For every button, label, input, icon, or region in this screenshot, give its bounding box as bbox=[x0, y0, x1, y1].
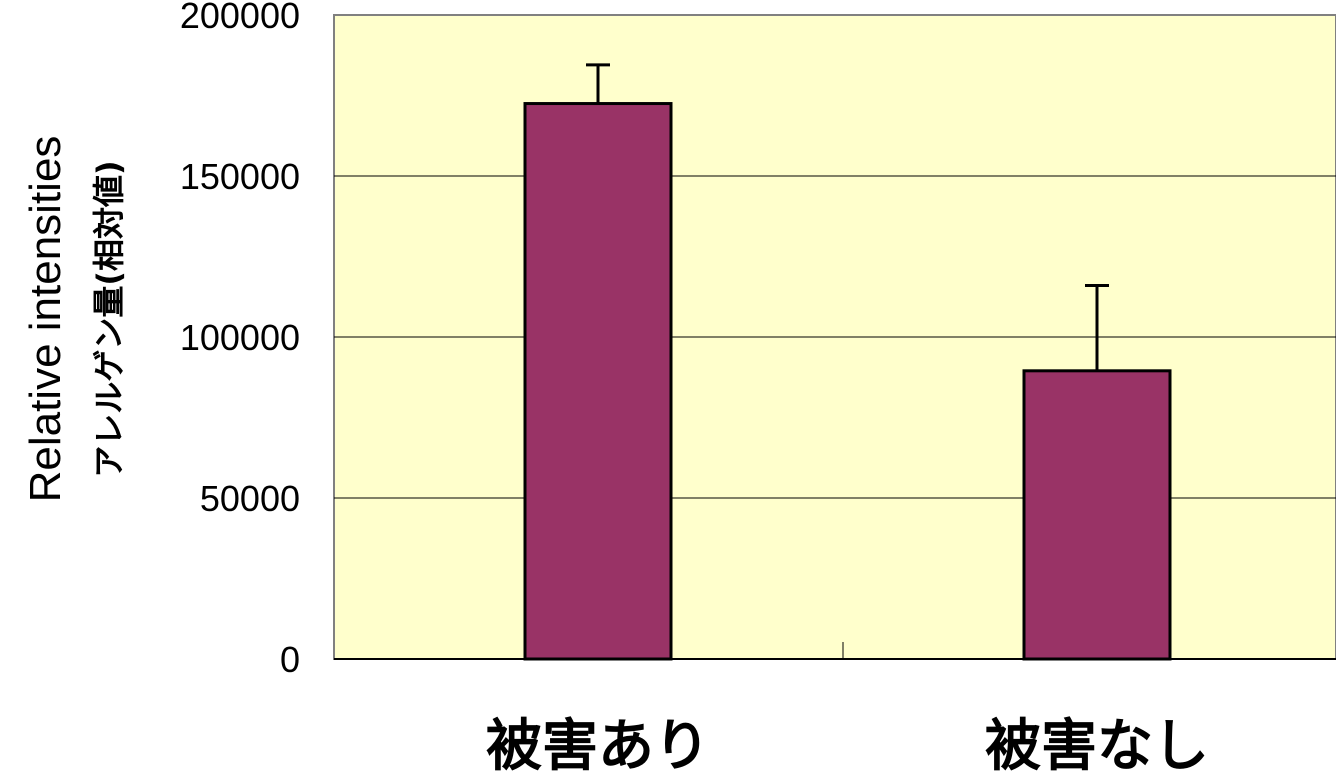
y-axis-label-secondary: アレルゲン量(相対値) bbox=[90, 160, 128, 477]
y-tick-labels: 200000 150000 100000 50000 0 bbox=[180, 0, 300, 680]
y-tick-label: 150000 bbox=[180, 156, 300, 197]
bar bbox=[523, 102, 673, 661]
y-tick-label: 100000 bbox=[180, 317, 300, 358]
x-category-labels: 被害あり 被害なし bbox=[486, 714, 1209, 776]
y-tick-label: 200000 bbox=[180, 0, 300, 36]
y-tick-label: 0 bbox=[280, 639, 300, 680]
bar bbox=[1022, 369, 1172, 661]
x-category-label: 被害あり bbox=[486, 714, 710, 776]
y-tick-label: 50000 bbox=[200, 478, 300, 519]
error-bars bbox=[586, 63, 1109, 371]
y-axis-label: Relative intensities bbox=[21, 136, 70, 503]
x-category-label: 被害なし bbox=[985, 714, 1209, 776]
